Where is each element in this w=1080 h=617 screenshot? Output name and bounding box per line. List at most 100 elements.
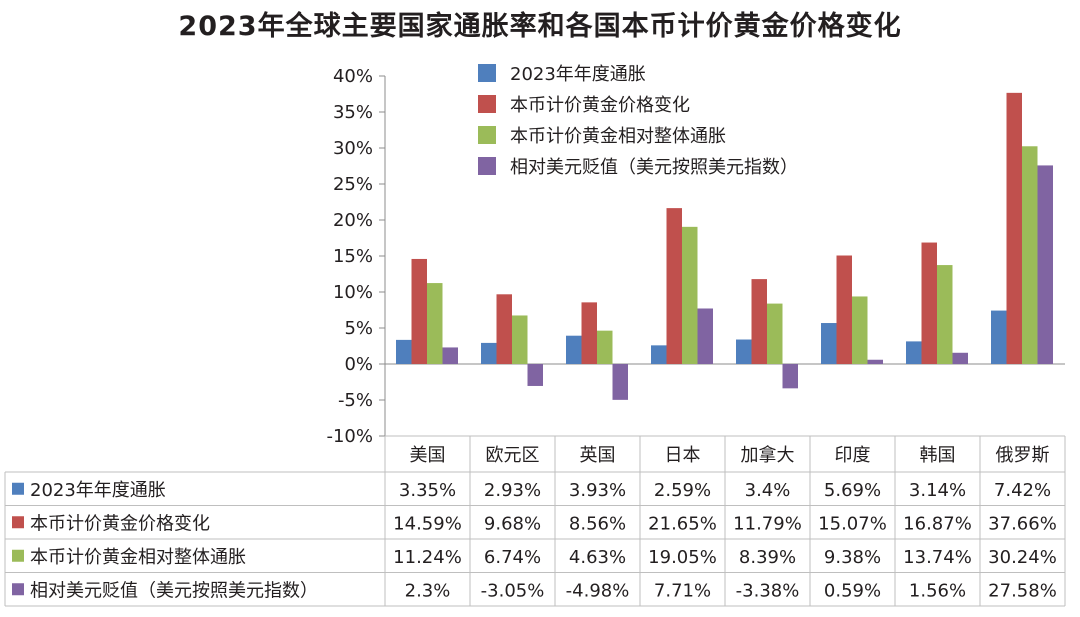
bar bbox=[952, 352, 968, 364]
category-label: 印度 bbox=[835, 445, 871, 466]
row-label: 2023年年度通胀 bbox=[30, 480, 166, 501]
bar bbox=[767, 303, 783, 364]
bar bbox=[651, 345, 667, 364]
table-row: 相对美元贬值（美元按照美元指数） 2.3% -3.05% -4.98% 7.71% -3.… bbox=[12, 580, 1057, 601]
table-cell: 6.74% bbox=[484, 547, 541, 568]
table-cell: 3.14% bbox=[909, 480, 966, 501]
y-tick-label: 5% bbox=[344, 318, 373, 339]
legend-label: 本币计价黄金相对整体通胀 bbox=[510, 126, 726, 147]
bar bbox=[442, 347, 458, 364]
legend-label: 本币计价黄金价格变化 bbox=[510, 95, 690, 116]
table-cell: 2.93% bbox=[484, 480, 541, 501]
table-row: 本币计价黄金相对整体通胀 11.24% 6.74% 4.63% 19.05% 8.39% 9… bbox=[12, 547, 1057, 568]
row-label: 本币计价黄金相对整体通胀 bbox=[30, 547, 246, 568]
row-label: 本币计价黄金价格变化 bbox=[30, 513, 210, 534]
row-legend-swatch bbox=[12, 583, 24, 596]
bar bbox=[782, 364, 798, 389]
bar bbox=[1006, 92, 1022, 364]
table-cell: 7.42% bbox=[994, 480, 1051, 501]
y-tick-label: -10% bbox=[326, 426, 373, 447]
data-table: 美国 欧元区 英国 日本 加拿大 印度 韩国 俄罗斯 2023年年度通胀 3.35% 2.93% 3.… bbox=[4, 435, 1066, 607]
table-cell: 0.59% bbox=[824, 580, 881, 601]
bar bbox=[427, 283, 443, 364]
chart-title: 2023年全球主要国家通胀率和各国本币计价黄金价格变化 bbox=[178, 11, 902, 42]
category-label: 俄罗斯 bbox=[996, 445, 1050, 466]
bar bbox=[411, 258, 427, 364]
bar bbox=[1022, 146, 1038, 364]
legend: 2023年年度通胀本币计价黄金价格变化本币计价黄金相对整体通胀相对美元贬值（美元… bbox=[478, 64, 798, 178]
bar bbox=[396, 339, 412, 364]
bar bbox=[906, 341, 922, 364]
bar bbox=[836, 255, 852, 364]
table-cell: 37.66% bbox=[988, 513, 1057, 534]
table-cell: -3.38% bbox=[736, 580, 800, 601]
bar bbox=[597, 330, 613, 364]
bar bbox=[991, 310, 1007, 364]
table-cell: 8.56% bbox=[569, 513, 626, 534]
bar bbox=[867, 359, 883, 364]
bar bbox=[682, 226, 698, 364]
row-legend-swatch bbox=[12, 549, 24, 562]
bar bbox=[1037, 165, 1053, 364]
bar bbox=[736, 339, 752, 364]
table-cell: 4.63% bbox=[569, 547, 626, 568]
table-cell: -4.98% bbox=[566, 580, 630, 601]
table-cell: 3.93% bbox=[569, 480, 626, 501]
row-legend-swatch bbox=[12, 482, 24, 495]
y-tick-label: 40% bbox=[333, 66, 373, 87]
table-cell: -3.05% bbox=[481, 580, 545, 601]
row-label: 相对美元贬值（美元按照美元指数） bbox=[30, 580, 318, 601]
table-cell: 13.74% bbox=[903, 547, 972, 568]
table-cell: 2.3% bbox=[405, 580, 451, 601]
legend-swatch bbox=[478, 157, 496, 175]
category-label: 加拿大 bbox=[741, 444, 795, 466]
table-cell: 5.69% bbox=[824, 480, 881, 501]
table-cell: 27.58% bbox=[988, 580, 1057, 601]
table-cell: 11.79% bbox=[733, 513, 802, 534]
table-cell: 7.71% bbox=[654, 580, 711, 601]
y-tick-label: 35% bbox=[333, 102, 373, 123]
bars bbox=[396, 92, 1053, 400]
legend-item: 本币计价黄金价格变化 bbox=[478, 95, 690, 116]
category-label: 韩国 bbox=[920, 445, 956, 466]
bar bbox=[581, 302, 597, 364]
table-cell: 19.05% bbox=[648, 547, 717, 568]
bar bbox=[697, 308, 713, 364]
table-cell: 14.59% bbox=[393, 513, 462, 534]
table-cell: 3.35% bbox=[399, 480, 456, 501]
legend-swatch bbox=[478, 126, 496, 144]
table-cell: 16.87% bbox=[903, 513, 972, 534]
y-tick-label: 10% bbox=[333, 282, 373, 303]
y-tick-label: 0% bbox=[344, 354, 373, 375]
table-row: 本币计价黄金价格变化 14.59% 9.68% 8.56% 21.65% 11.79% 15… bbox=[12, 513, 1057, 534]
y-tick-label: 30% bbox=[333, 138, 373, 159]
table-cell: 2.59% bbox=[654, 480, 711, 501]
bar bbox=[666, 208, 682, 364]
bar bbox=[496, 294, 512, 364]
bar bbox=[852, 296, 868, 364]
y-tick-label: 15% bbox=[333, 246, 373, 267]
category-label: 美国 bbox=[410, 445, 446, 466]
bar bbox=[751, 279, 767, 364]
table-cell: 15.07% bbox=[818, 513, 887, 534]
bar bbox=[566, 335, 582, 364]
table-cell: 9.38% bbox=[824, 547, 881, 568]
category-label: 英国 bbox=[580, 445, 616, 466]
y-tick-label: -5% bbox=[338, 390, 373, 411]
legend-item: 本币计价黄金相对整体通胀 bbox=[478, 126, 726, 147]
bar bbox=[821, 323, 837, 364]
category-label: 日本 bbox=[665, 445, 701, 466]
legend-item: 2023年年度通胀 bbox=[478, 64, 646, 85]
legend-swatch bbox=[478, 95, 496, 113]
table-cell: 8.39% bbox=[739, 547, 796, 568]
table-cell: 21.65% bbox=[648, 513, 717, 534]
legend-item: 相对美元贬值（美元按照美元指数） bbox=[478, 157, 798, 178]
legend-label: 2023年年度通胀 bbox=[510, 64, 646, 85]
table-cell: 1.56% bbox=[909, 580, 966, 601]
legend-swatch bbox=[478, 64, 496, 82]
bar bbox=[512, 315, 528, 364]
row-legend-swatch bbox=[12, 516, 24, 529]
table-row: 2023年年度通胀 3.35% 2.93% 3.93% 2.59% 3.4% 5.69% 3.… bbox=[12, 480, 1051, 501]
legend-label: 相对美元贬值（美元按照美元指数） bbox=[510, 157, 798, 178]
